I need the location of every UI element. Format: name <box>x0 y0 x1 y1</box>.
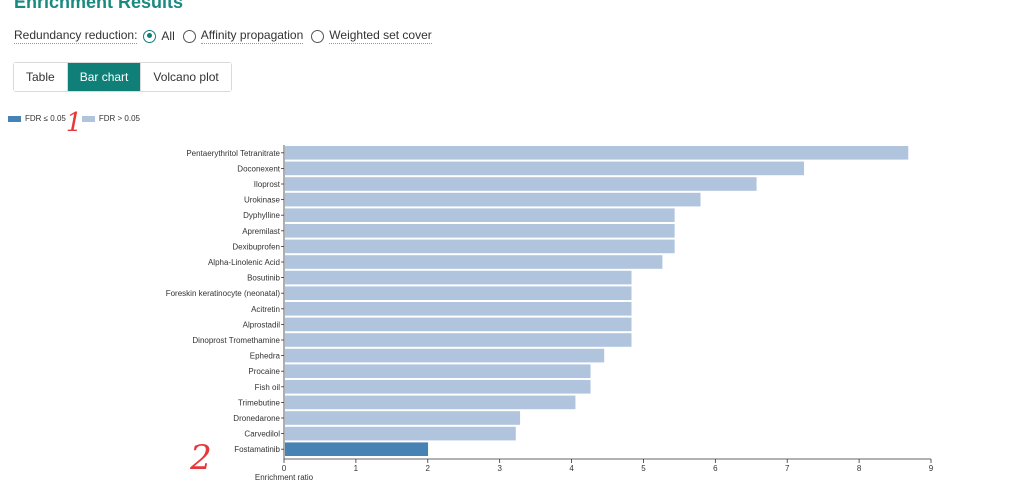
legend-item-not-significant[interactable]: FDR > 0.05 <box>81 114 140 123</box>
tab-bar-chart[interactable]: Bar chart <box>67 63 142 91</box>
radio-all[interactable]: All <box>143 29 175 43</box>
radio-all-label: All <box>161 29 175 43</box>
chart-legend: FDR ≤ 0.05 FDR > 0.05 <box>8 114 156 123</box>
x-tick-label: 7 <box>785 464 790 473</box>
legend-label-significant: FDR ≤ 0.05 <box>25 114 66 123</box>
category-label: Dexibuprofen <box>232 242 280 251</box>
x-tick-label: 0 <box>282 464 287 473</box>
radio-all-indicator[interactable] <box>143 29 157 43</box>
x-axis: 0 1 2 3 4 5 6 7 8 9 <box>282 145 934 473</box>
category-label: Doconexent <box>237 164 280 173</box>
x-tick-label: 6 <box>713 464 718 473</box>
bar[interactable] <box>285 333 632 347</box>
x-tick-label: 3 <box>497 464 502 473</box>
category-label: Fostamatinib <box>234 445 280 454</box>
annotation-mark-2: 2 <box>189 438 212 478</box>
bar[interactable] <box>285 286 632 300</box>
category-label: Urokinase <box>244 196 281 205</box>
x-tick-label: 5 <box>641 464 646 473</box>
bar[interactable] <box>285 348 605 363</box>
category-label: Dinoprost Tromethamine <box>192 336 280 345</box>
category-label: Bosutinib <box>247 274 280 283</box>
radio-affinity-propagation[interactable]: Affinity propagation <box>182 28 304 44</box>
bar[interactable] <box>285 239 675 254</box>
bar[interactable] <box>285 255 663 269</box>
bar[interactable] <box>285 302 632 316</box>
bar[interactable] <box>285 224 675 238</box>
radio-affinity-label: Affinity propagation <box>200 28 304 44</box>
category-label: Apremilast <box>242 227 281 236</box>
bar[interactable] <box>285 270 632 285</box>
bar[interactable] <box>285 411 521 425</box>
legend-swatch-not-significant <box>81 115 95 122</box>
bar[interactable] <box>285 177 757 191</box>
bar[interactable] <box>285 380 591 394</box>
annotation-mark-1: 1 <box>66 108 83 138</box>
category-label: Acitretin <box>251 305 280 314</box>
x-tick-label: 1 <box>354 464 359 473</box>
category-labels-group: Pentaerythritol Tetranitrate Doconexent Il… <box>166 149 284 454</box>
category-label: Dyphylline <box>243 211 280 220</box>
redundancy-label: Redundancy reduction: <box>14 28 138 44</box>
bar[interactable] <box>285 442 429 456</box>
legend-swatch-significant <box>8 115 21 122</box>
redundancy-reduction-group: Redundancy reduction: All Affinity propa… <box>14 28 440 44</box>
tab-volcano-plot[interactable]: Volcano plot <box>141 63 231 91</box>
view-tabs: Table Bar chart Volcano plot <box>13 62 232 92</box>
x-tick-label: 2 <box>426 464 431 473</box>
category-label: Procaine <box>248 367 280 376</box>
x-tick-label: 9 <box>929 464 934 473</box>
category-label: Alpha-Linolenic Acid <box>208 258 280 267</box>
radio-affinity-indicator[interactable] <box>182 29 196 43</box>
bar[interactable] <box>285 208 675 222</box>
bar[interactable] <box>285 395 576 410</box>
category-label: Fish oil <box>255 383 281 392</box>
category-label: Dronedarone <box>233 414 280 423</box>
tab-table[interactable]: Table <box>14 63 68 91</box>
category-label: Alprostadil <box>243 320 281 329</box>
x-tick-label: 8 <box>857 464 862 473</box>
bar[interactable] <box>285 426 516 441</box>
category-label: Pentaerythritol Tetranitrate <box>186 149 280 158</box>
bar[interactable] <box>285 364 591 378</box>
x-axis-title: Enrichment ratio <box>255 473 314 482</box>
radio-weighted-set-cover[interactable]: Weighted set cover <box>311 28 432 44</box>
legend-item-significant[interactable]: FDR ≤ 0.05 <box>8 114 66 123</box>
bar[interactable] <box>285 192 701 207</box>
bars-group <box>285 146 909 456</box>
bar[interactable] <box>285 161 805 176</box>
category-label: Carvedilol <box>244 430 280 439</box>
category-label: Foreskin keratinocyte (neonatal) <box>166 289 281 298</box>
legend-label-not-significant: FDR > 0.05 <box>98 114 140 123</box>
radio-weighted-label: Weighted set cover <box>329 28 432 44</box>
category-label: Trimebutine <box>238 398 280 407</box>
bar[interactable] <box>285 317 632 332</box>
category-label: Iloprost <box>254 180 281 189</box>
bar[interactable] <box>285 146 909 160</box>
category-label: Ephedra <box>250 352 281 361</box>
radio-weighted-indicator[interactable] <box>311 29 325 43</box>
x-tick-label: 4 <box>569 464 574 473</box>
page-title: Enrichment Results <box>14 0 184 12</box>
